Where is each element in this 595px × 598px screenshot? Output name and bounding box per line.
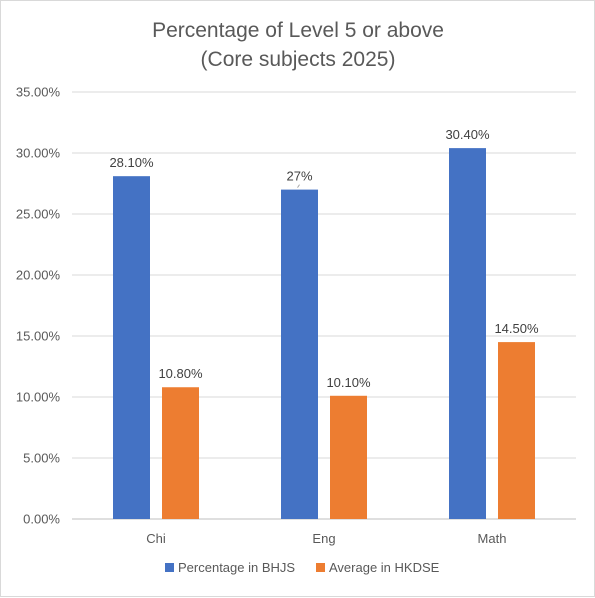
bar-average-in-hkdse-chi bbox=[162, 387, 199, 519]
y-tick-label: 10.00% bbox=[16, 390, 61, 405]
x-tick-label: Eng bbox=[312, 531, 335, 546]
bars bbox=[113, 148, 535, 519]
y-tick-label: 35.00% bbox=[16, 85, 61, 100]
y-tick-label: 5.00% bbox=[23, 451, 60, 466]
legend: Percentage in BHJS Average in HKDSE bbox=[165, 560, 440, 575]
bar-average-in-hkdse-math bbox=[498, 342, 535, 519]
data-label: 14.50% bbox=[494, 321, 539, 336]
y-tick-label: 0.00% bbox=[23, 512, 60, 527]
y-tick-label: 15.00% bbox=[16, 329, 61, 344]
leader-line bbox=[297, 184, 300, 188]
y-axis: 0.00% 5.00% 10.00% 15.00% 20.00% 25.00% 30.00%… bbox=[16, 85, 61, 527]
chart-title-line-1: Percentage of Level 5 or above bbox=[152, 19, 444, 42]
x-tick-label: Math bbox=[478, 531, 507, 546]
bar-percentage-in-bhjs-math bbox=[449, 148, 486, 519]
y-tick-label: 20.00% bbox=[16, 268, 61, 283]
data-label: 10.10% bbox=[326, 375, 371, 390]
legend-label: Percentage in BHJS bbox=[178, 560, 295, 575]
x-tick-label: Chi bbox=[146, 531, 166, 546]
bar-percentage-in-bhjs-eng bbox=[281, 189, 318, 519]
data-label: 27% bbox=[286, 169, 312, 184]
data-labels: 28.10% 10.80% 27% 10.10% 30.40% 14.50% bbox=[109, 127, 539, 390]
y-tick-label: 25.00% bbox=[16, 207, 61, 222]
bar-average-in-hkdse-eng bbox=[330, 395, 367, 519]
chart-title-line-2: (Core subjects 2025) bbox=[201, 48, 396, 71]
data-label: 10.80% bbox=[158, 366, 203, 381]
gridlines bbox=[72, 91, 576, 520]
legend-label: Average in HKDSE bbox=[329, 560, 440, 575]
data-label: 30.40% bbox=[445, 127, 490, 142]
bar-percentage-in-bhjs-chi bbox=[113, 176, 150, 519]
data-label: 28.10% bbox=[109, 155, 154, 170]
legend-swatch bbox=[316, 563, 325, 572]
legend-swatch bbox=[165, 563, 174, 572]
y-tick-label: 30.00% bbox=[16, 146, 61, 161]
x-axis: Chi Eng Math bbox=[146, 531, 506, 546]
